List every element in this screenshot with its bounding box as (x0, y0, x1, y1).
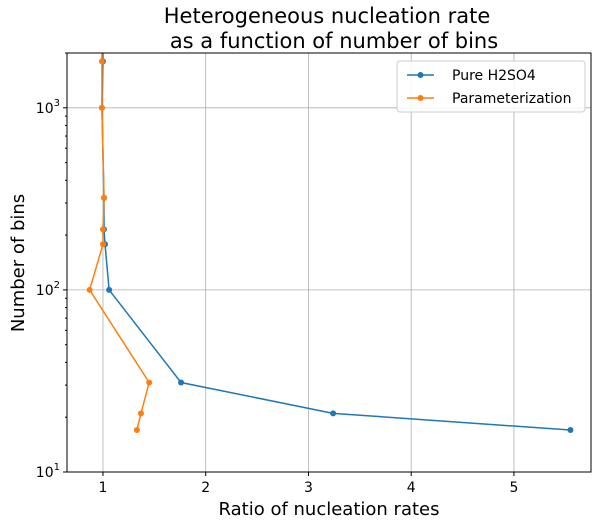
legend-marker (417, 95, 424, 101)
legend-label: Parameterization (452, 91, 571, 107)
legend: Pure H2SO4 Parameterization (396, 60, 586, 113)
data-point (567, 427, 574, 434)
data-point (98, 104, 105, 111)
data-point (133, 427, 140, 434)
data-point (137, 410, 144, 417)
data-point (98, 58, 105, 65)
data-point (106, 286, 113, 293)
data-point (178, 379, 185, 386)
y-axis-label: Number of bins (8, 194, 29, 332)
chart-title-line-1: Heterogeneous nucleation rate (164, 4, 490, 28)
series-line (88, 53, 151, 431)
data-point (99, 226, 106, 233)
data-point (99, 241, 106, 248)
x-tick-label: 1 (98, 480, 107, 496)
axis-ticks: 1 2 3 4 5 101 102 103 (36, 52, 518, 496)
data-point (100, 0, 106, 1)
plot-frame (66, 52, 592, 473)
data-point (330, 410, 337, 417)
legend-label: Pure H2SO4 (452, 68, 536, 84)
chart-title-line-2: as a function of number of bins (170, 29, 498, 53)
x-tick-label: 3 (304, 480, 313, 496)
plot-area (86, 0, 574, 434)
y-tick-label: 103 (36, 98, 60, 117)
legend-marker (417, 72, 424, 78)
data-point (146, 379, 153, 386)
data-point (86, 286, 93, 293)
grid (67, 53, 591, 473)
x-axis-label: Ratio of nucleation rates (219, 499, 440, 520)
y-tick-label: 102 (36, 280, 60, 299)
y-tick-label: 101 (36, 462, 60, 481)
data-point (100, 194, 107, 201)
data-point (99, 0, 105, 1)
series-parameterization (86, 0, 153, 434)
x-tick-label: 4 (407, 480, 416, 496)
legend-box (396, 60, 586, 113)
x-tick-label: 5 (509, 480, 518, 496)
x-tick-label: 2 (201, 480, 210, 496)
